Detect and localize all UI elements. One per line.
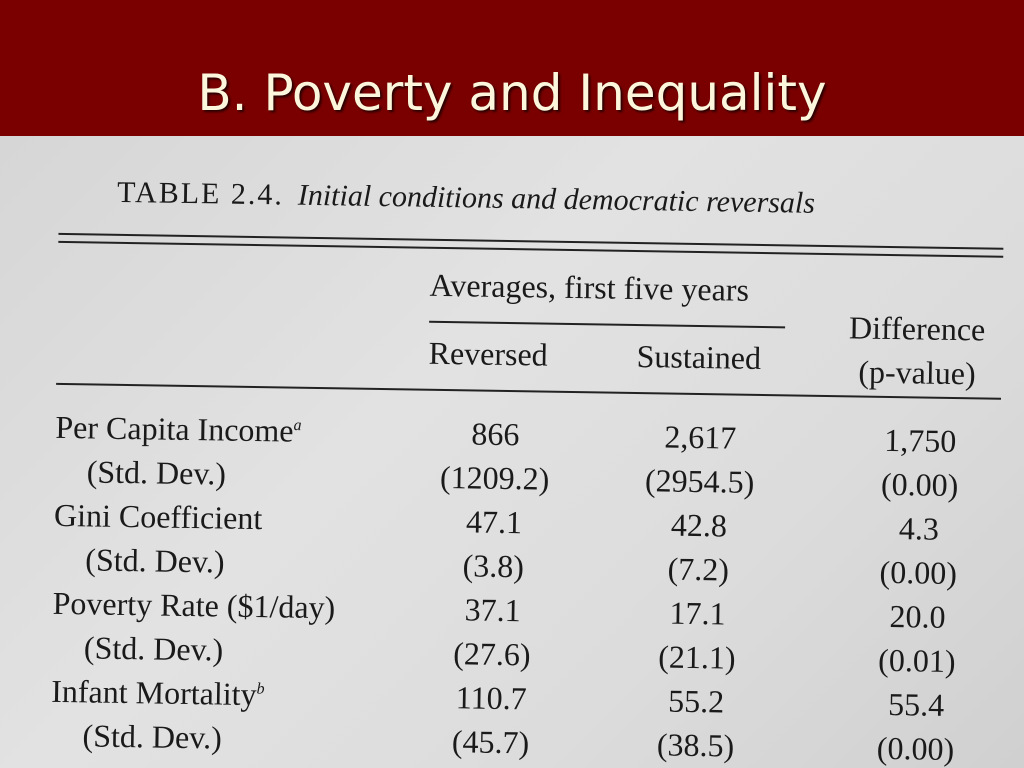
cell-difference: (0.00)	[880, 465, 959, 504]
column-header-difference: Difference	[848, 309, 986, 348]
cell-sustained: 42.8	[670, 506, 728, 544]
row-label: Gini Coefficient	[53, 496, 263, 537]
cell-difference: (0.00)	[879, 553, 958, 592]
cell-difference: (0.00)	[876, 729, 955, 768]
table-photo: TABLE 2.4. Initial conditions and democra…	[0, 136, 1024, 768]
cell-difference: 20.0	[889, 598, 946, 635]
cell-reversed: (45.7)	[451, 723, 530, 761]
cell-difference: 55.4	[887, 686, 945, 723]
slide-title: B. Poverty and Inequality	[197, 64, 827, 122]
cell-reversed: 47.1	[465, 503, 523, 541]
group-rule	[429, 320, 786, 329]
cell-sustained: (38.5)	[656, 726, 735, 764]
column-header-sustained: Sustained	[636, 338, 762, 376]
cell-sustained: 2,617	[664, 418, 737, 456]
cell-difference: 4.3	[898, 510, 940, 547]
row-label: (Std. Dev.)	[83, 629, 224, 668]
cell-difference: (0.01)	[877, 641, 956, 680]
top-rule	[58, 232, 1004, 250]
row-label: (Std. Dev.)	[86, 453, 227, 492]
row-label: Infant Mortalityb	[51, 672, 265, 713]
footnote-marker: a	[293, 416, 302, 435]
row-label: Per Capita Incomea	[55, 408, 302, 449]
table-title: Initial conditions and democratic revers…	[297, 178, 816, 220]
cell-sustained: 17.1	[669, 594, 726, 632]
row-label: (Std. Dev.)	[85, 541, 225, 580]
table-caption: TABLE 2.4. Initial conditions and democra…	[117, 176, 815, 221]
cell-reversed: (3.8)	[462, 547, 525, 585]
cell-reversed: 110.7	[455, 679, 527, 717]
cell-sustained: (2954.5)	[644, 462, 755, 500]
cell-difference: 1,750	[884, 421, 957, 460]
cell-reversed: (27.6)	[452, 635, 531, 673]
table-content: TABLE 2.4. Initial conditions and democra…	[0, 136, 1024, 768]
footnote-marker: b	[256, 680, 265, 698]
top-rule-second	[58, 240, 1004, 258]
group-header: Averages, first five years	[429, 266, 750, 308]
cell-reversed: (1209.2)	[439, 458, 550, 497]
cell-sustained: (21.1)	[657, 638, 736, 676]
cell-sustained: (7.2)	[667, 550, 730, 588]
row-label: Poverty Rate ($1/day)	[52, 584, 336, 626]
cell-reversed: 866	[471, 415, 520, 453]
column-header-pvalue: (p-value)	[858, 353, 976, 392]
table-number: TABLE 2.4.	[116, 175, 285, 212]
column-header-reversed: Reversed	[428, 334, 548, 373]
row-label: (Std. Dev.)	[82, 717, 223, 756]
cell-sustained: 55.2	[667, 682, 725, 720]
cell-reversed: 37.1	[464, 591, 521, 629]
